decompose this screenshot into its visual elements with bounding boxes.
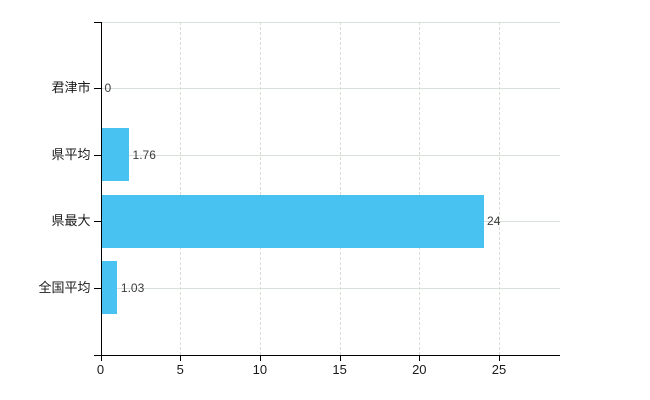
gridline-vertical	[180, 22, 182, 355]
y-axis-tick	[93, 154, 101, 156]
bar-value-label: 0	[104, 81, 112, 95]
x-axis-tick-label: 15	[332, 362, 347, 377]
bar[interactable]	[101, 128, 130, 181]
category-label: 君津市	[51, 80, 91, 95]
y-axis-tick	[93, 221, 101, 222]
gridline-horizontal	[100, 287, 560, 289]
x-axis-tick	[259, 355, 261, 361]
x-axis-tick-label: 20	[412, 362, 427, 377]
bar-value-label: 1.03	[120, 280, 145, 295]
x-axis-tick	[419, 355, 421, 361]
gridline-horizontal	[100, 154, 560, 156]
gridline-vertical	[259, 22, 261, 355]
x-axis-line	[93, 355, 560, 356]
x-axis-tick	[339, 355, 341, 361]
x-axis-tick	[499, 355, 500, 361]
x-axis-tick	[180, 355, 182, 361]
bar-value-label: 1.76	[132, 147, 156, 162]
gridline-vertical	[499, 22, 500, 355]
x-axis-tick-label: 10	[252, 362, 268, 377]
category-label: 全国平均	[38, 279, 91, 295]
y-axis-tick	[93, 287, 101, 289]
x-axis-tick-label: 0	[96, 362, 105, 377]
gridline-horizontal	[100, 88, 560, 89]
bar[interactable]	[101, 194, 484, 248]
gridline-vertical	[419, 22, 421, 355]
y-axis-tick	[93, 88, 101, 89]
bar[interactable]	[101, 261, 118, 314]
bar-value-label: 24	[487, 214, 501, 228]
x-axis-tick-label: 25	[491, 362, 507, 377]
x-axis-tick-label: 5	[176, 362, 184, 377]
y-axis-top-tick	[93, 22, 101, 23]
category-label: 県平均	[51, 146, 91, 162]
gridline-horizontal-top	[100, 22, 560, 23]
gridline-vertical	[339, 22, 341, 355]
y-axis-line	[100, 22, 102, 355]
category-label: 県最大	[51, 213, 91, 228]
x-axis-tick	[100, 355, 102, 361]
